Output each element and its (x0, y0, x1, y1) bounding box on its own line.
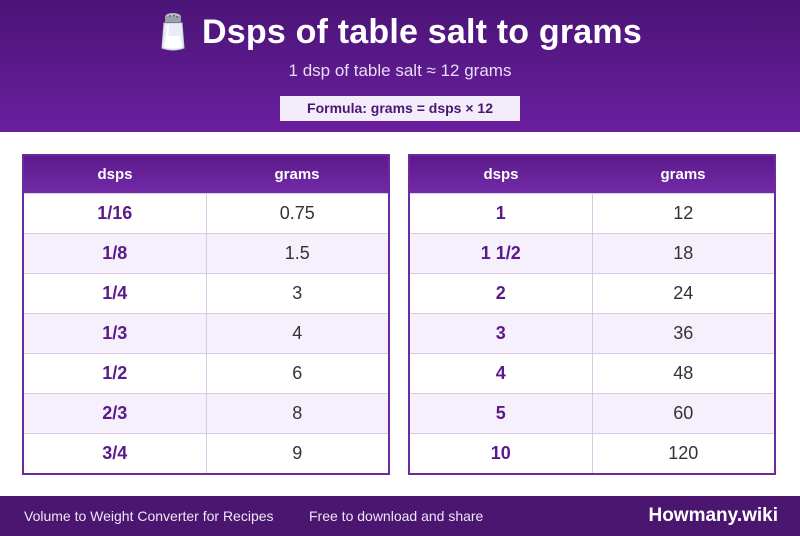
footer-share-note: Free to download and share (309, 508, 484, 524)
table-row: 1/3 4 (24, 312, 388, 353)
grams-cell: 8 (206, 392, 388, 433)
dsps-cell: 2 (410, 272, 593, 313)
grams-cell: 120 (592, 432, 774, 473)
salt-shaker-icon (161, 13, 185, 51)
table-row: 1/8 1.5 (24, 232, 388, 273)
table-row: 3/4 9 (24, 432, 388, 473)
title-row: Dsps of table salt to grams (0, 12, 800, 52)
footer-converter-link[interactable]: Volume to Weight Converter for Recipes (24, 508, 274, 524)
grams-cell: 12 (592, 192, 774, 233)
table-row: 10 120 (410, 432, 774, 473)
table-row: 1/4 3 (24, 272, 388, 313)
subtitle: 1 dsp of table salt ≈ 12 grams (288, 61, 512, 80)
grams-cell: 60 (592, 392, 774, 433)
grams-cell: 18 (592, 232, 774, 273)
table-row: 2 24 (410, 272, 774, 313)
dsps-cell: 1/16 (24, 192, 207, 233)
table-row: 1/16 0.75 (24, 192, 388, 233)
dsps-cell: 3 (410, 312, 593, 353)
grams-cell: 24 (592, 272, 774, 313)
dsps-cell: 4 (410, 352, 593, 393)
dsps-cell: 1/4 (24, 272, 207, 313)
conversion-table-left: dsps grams 1/16 0.75 1/8 1.5 1/4 3 1/3 4 1/2… (22, 154, 390, 475)
footer-bar: Volume to Weight Converter for Recipes F… (0, 496, 800, 536)
table-row: 1 1/2 18 (410, 232, 774, 273)
dsps-cell: 2/3 (24, 392, 207, 433)
table-row: 5 60 (410, 392, 774, 433)
header-banner: Dsps of table salt to grams 1 dsp of tab… (0, 0, 800, 132)
grams-cell: 0.75 (206, 192, 388, 233)
dsps-cell: 1/2 (24, 352, 207, 393)
column-header-dsps: dsps (24, 156, 206, 193)
grams-cell: 36 (592, 312, 774, 353)
column-header-grams: grams (206, 156, 388, 193)
dsps-cell: 10 (410, 432, 593, 473)
grams-cell: 4 (206, 312, 388, 353)
table-row: 4 48 (410, 352, 774, 393)
grams-cell: 6 (206, 352, 388, 393)
grams-cell: 3 (206, 272, 388, 313)
brand-logo[interactable]: Howmany.wiki (648, 505, 778, 526)
dsps-cell: 5 (410, 392, 593, 433)
column-header-grams: grams (592, 156, 774, 193)
table-row: 1 12 (410, 192, 774, 233)
table-row: 1/2 6 (24, 352, 388, 393)
page-title: Dsps of table salt to grams (202, 12, 642, 51)
dsps-cell: 1/3 (24, 312, 207, 353)
dsps-cell: 1 (410, 192, 593, 233)
grams-cell: 1.5 (206, 232, 388, 273)
conversion-table-right: dsps grams 1 12 1 1/2 18 2 24 3 36 4 48 5 60 1… (408, 154, 776, 475)
table-row: 2/3 8 (24, 392, 388, 433)
dsps-cell: 3/4 (24, 432, 207, 473)
grams-cell: 9 (206, 432, 388, 473)
formula-badge: Formula: grams = dsps × 12 (280, 96, 520, 121)
dsps-cell: 1/8 (24, 232, 207, 273)
grams-cell: 48 (592, 352, 774, 393)
column-header-dsps: dsps (410, 156, 592, 193)
dsps-cell: 1 1/2 (410, 232, 593, 273)
table-row: 3 36 (410, 312, 774, 353)
